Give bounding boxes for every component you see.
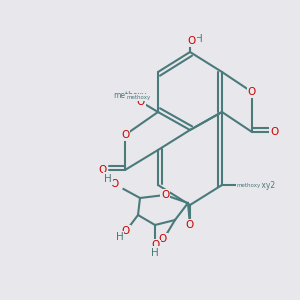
Text: O: O [121, 226, 130, 236]
Text: O: O [110, 178, 118, 189]
Text: methoxy: methoxy [126, 95, 151, 100]
Text: O: O [248, 87, 256, 97]
Text: O: O [158, 235, 166, 244]
Text: H: H [104, 173, 112, 184]
Text: O: O [270, 127, 279, 137]
Text: methoxy: methoxy [237, 182, 261, 188]
Text: O: O [121, 130, 129, 140]
Text: O: O [98, 165, 106, 175]
Text: H: H [116, 232, 123, 242]
Text: H: H [151, 248, 159, 258]
Text: methoxy2: methoxy2 [237, 181, 276, 190]
Text: O: O [188, 36, 196, 46]
Text: O: O [151, 240, 159, 250]
Text: O: O [186, 220, 194, 230]
Text: methoxy: methoxy [113, 91, 146, 100]
Text: O: O [239, 180, 248, 190]
Text: H: H [195, 34, 203, 44]
Text: H: H [152, 242, 160, 251]
Text: O: O [136, 97, 145, 107]
Text: O: O [161, 190, 169, 200]
